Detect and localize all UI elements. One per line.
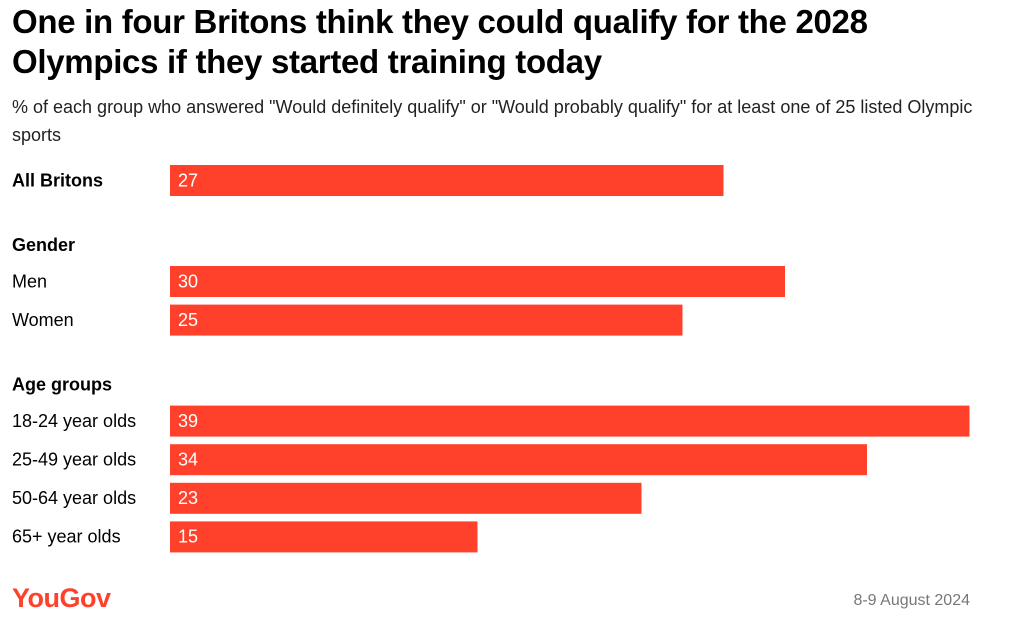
category-label: 18-24 year olds (12, 411, 136, 431)
bar (170, 405, 970, 437)
bar (170, 304, 683, 336)
bar (170, 266, 785, 297)
value-label: 15 (178, 527, 198, 547)
chart-title: One in four Britons think they could qua… (12, 3, 868, 80)
value-label: 30 (178, 271, 198, 291)
category-label: Men (12, 271, 47, 291)
bar (170, 444, 867, 476)
value-label: 39 (178, 411, 198, 431)
date: 8-9 August 2024 (853, 592, 970, 609)
category-label: All Britons (12, 170, 103, 190)
value-label: 27 (178, 170, 198, 190)
category-label: 25-49 year olds (12, 449, 136, 469)
category-label: 65+ year olds (12, 527, 121, 547)
chart-subtitle: % of each group who answered "Would defi… (12, 97, 973, 145)
logo: YouGov (12, 583, 111, 613)
bar (170, 482, 642, 514)
group-header: Gender (12, 235, 75, 255)
value-label: 34 (178, 449, 198, 469)
bar (170, 165, 724, 196)
bar (170, 521, 478, 553)
category-label: 50-64 year olds (12, 488, 136, 508)
group-header: Age groups (12, 374, 112, 394)
value-label: 25 (178, 310, 198, 330)
category-label: Women (12, 310, 74, 330)
value-label: 23 (178, 488, 198, 508)
